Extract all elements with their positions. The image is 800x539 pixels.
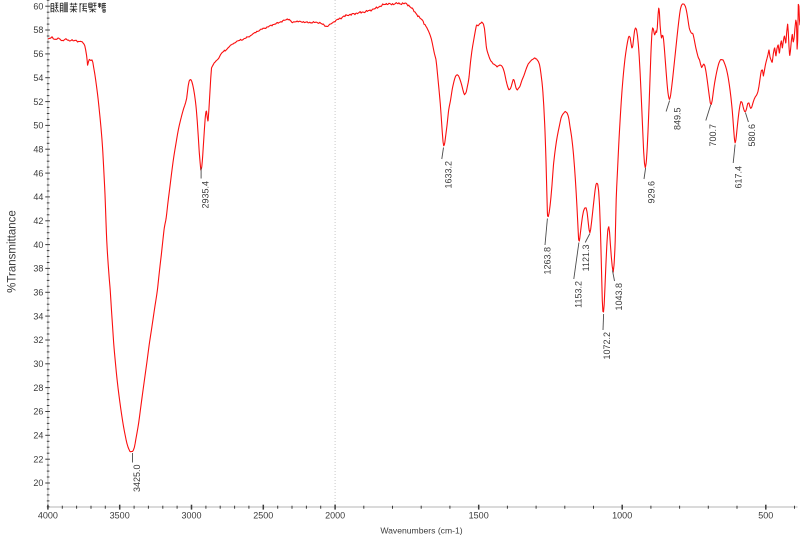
svg-text:60: 60: [33, 1, 43, 11]
svg-text:40: 40: [33, 240, 43, 250]
svg-text:56: 56: [33, 49, 43, 59]
svg-text:1121.3: 1121.3: [581, 245, 591, 272]
svg-text:28: 28: [33, 383, 43, 393]
svg-text:36: 36: [33, 288, 43, 298]
svg-text:%Transmittance: %Transmittance: [7, 210, 19, 293]
svg-text:1263.8: 1263.8: [543, 247, 553, 275]
svg-text:4000: 4000: [38, 510, 58, 520]
svg-text:1043.8: 1043.8: [614, 283, 624, 311]
svg-text:46: 46: [33, 168, 43, 178]
svg-text:Wavenumbers (cm-1): Wavenumbers (cm-1): [380, 526, 462, 536]
svg-text:48: 48: [33, 144, 43, 154]
svg-text:52: 52: [33, 97, 43, 107]
svg-text:20: 20: [33, 478, 43, 488]
svg-text:929.6: 929.6: [647, 181, 657, 204]
svg-text:26: 26: [33, 407, 43, 417]
svg-text:30: 30: [33, 359, 43, 369]
svg-text:849.5: 849.5: [673, 108, 683, 131]
svg-text:2000: 2000: [325, 510, 345, 520]
svg-text:1000: 1000: [612, 510, 632, 520]
svg-text:22: 22: [33, 454, 43, 464]
svg-text:1500: 1500: [469, 510, 489, 520]
svg-text:24: 24: [33, 431, 43, 441]
svg-text:32: 32: [33, 335, 43, 345]
svg-text:617.4: 617.4: [734, 166, 744, 189]
svg-text:54: 54: [33, 73, 43, 83]
svg-text:700.7: 700.7: [708, 124, 718, 147]
svg-text:38: 38: [33, 264, 43, 274]
svg-text:58: 58: [33, 25, 43, 35]
svg-text:500: 500: [758, 510, 773, 520]
svg-text:3500: 3500: [110, 510, 130, 520]
svg-text:1072.2: 1072.2: [602, 332, 612, 360]
svg-text:42: 42: [33, 216, 43, 226]
svg-text:1633.2: 1633.2: [444, 161, 454, 189]
svg-text:2500: 2500: [253, 510, 273, 520]
svg-text:3425.0: 3425.0: [132, 465, 142, 493]
svg-text:2935.4: 2935.4: [201, 181, 211, 209]
svg-text:1153.2: 1153.2: [574, 281, 584, 308]
svg-text:44: 44: [33, 192, 43, 202]
svg-text:580.6: 580.6: [747, 124, 757, 147]
svg-text:50: 50: [33, 121, 43, 131]
svg-text:34: 34: [33, 311, 43, 321]
svg-text:3000: 3000: [181, 510, 201, 520]
